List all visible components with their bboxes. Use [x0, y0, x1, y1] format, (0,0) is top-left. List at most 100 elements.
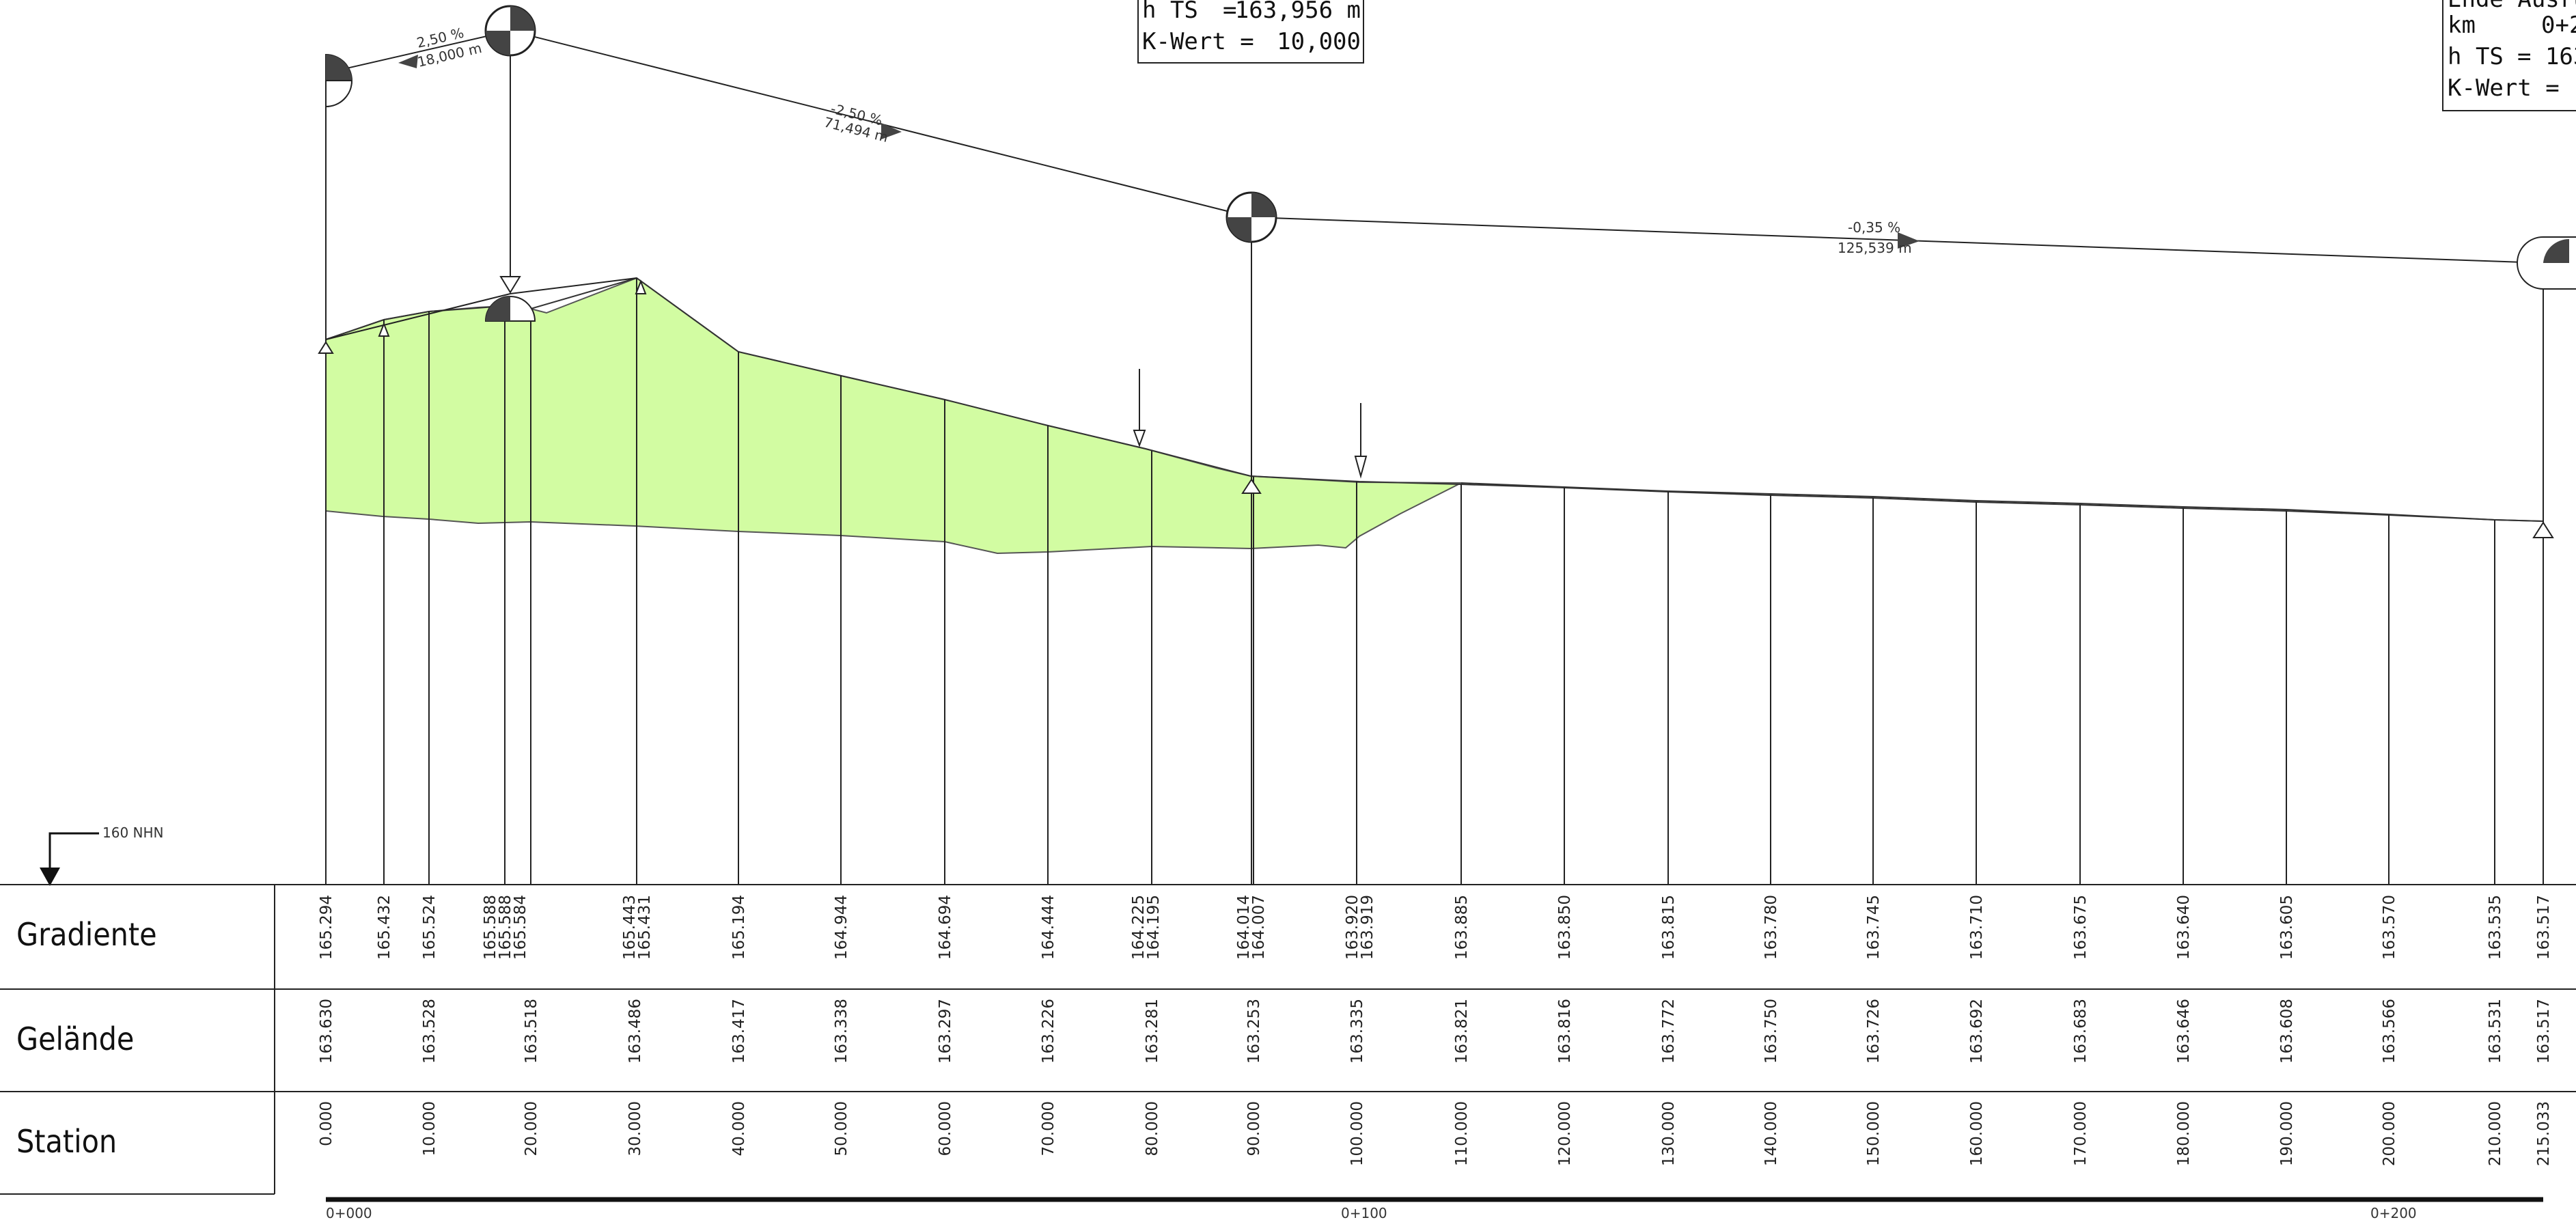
end-line1: Ende Ausrund.	[2448, 0, 2576, 13]
gradiente-value: 165.584	[512, 895, 529, 960]
gradiente-value: 163.605	[2278, 895, 2296, 960]
gradiente-value: 163.640	[2175, 895, 2193, 960]
gradiente-value: 165.524	[421, 895, 439, 960]
station-value: 215.033	[2535, 1101, 2553, 1166]
end-marker	[2517, 236, 2576, 290]
hts-eq: =	[1223, 0, 1236, 24]
station-value: 100.000	[1348, 1101, 1366, 1166]
gelaende-value: 163.726	[1865, 999, 1883, 1064]
station-value: 20.000	[523, 1101, 540, 1156]
gradiente-values: 165.294 165.432 165.524 165.588165.588165.5…	[318, 895, 2553, 960]
station-value: 70.000	[1040, 1101, 1057, 1156]
hts-label-right: h TS	[2448, 43, 2504, 70]
gelaende-value: 163.816	[1556, 999, 1574, 1064]
gradiente-value: 164.195	[1145, 895, 1163, 960]
gradiente-value: 163.919	[1359, 895, 1376, 960]
tangent-line-lower	[325, 277, 637, 340]
row-title-station: Station	[16, 1123, 117, 1160]
triangle-end	[2532, 521, 2554, 538]
station-value: 30.000	[626, 1101, 644, 1156]
triangle-80	[1133, 430, 1146, 447]
triangle-pvi1	[499, 276, 521, 294]
gradiente-value: 163.920	[1344, 895, 1361, 960]
station-value: 190.000	[2278, 1101, 2296, 1166]
info-box-right: Ende Ausrund. km 0+2 h TS = 163 K-Wert =	[2442, 0, 2576, 111]
tangent-line-upper	[325, 29, 2544, 264]
gelaende-value: 163.518	[523, 999, 540, 1064]
slope-3-value: -0,35 %	[1848, 219, 1900, 236]
gradiente-value: 165.588	[482, 895, 499, 960]
gelaende-value: 163.566	[2381, 999, 2398, 1064]
gradiente-value: 165.432	[376, 895, 393, 960]
gelaende-value: 163.517	[2535, 999, 2553, 1064]
station-value: 120.000	[1556, 1101, 1574, 1166]
gradiente-value: 164.225	[1130, 895, 1148, 960]
station-value: 60.000	[937, 1101, 954, 1156]
gelaende-value: 163.750	[1762, 999, 1780, 1064]
station-value: 130.000	[1660, 1101, 1678, 1166]
station-value: 40.000	[730, 1101, 748, 1156]
gradiente-value: 164.694	[937, 895, 954, 960]
station-value: 160.000	[1968, 1101, 1986, 1166]
slope-arrow-2	[881, 123, 902, 139]
station-value: 180.000	[2175, 1101, 2193, 1166]
triangle-a	[378, 322, 390, 337]
km-mark-100: 0+100	[1341, 1205, 1387, 1220]
km-label: km	[2448, 12, 2476, 39]
gradiente-value: 165.294	[318, 895, 335, 960]
hts-value-right: = 163	[2517, 43, 2576, 70]
gelaende-value: 163.226	[1040, 999, 1057, 1064]
pvi-marker-1	[484, 5, 536, 57]
gradiente-value: 163.517	[2535, 895, 2553, 960]
gelaende-value: 163.692	[1968, 999, 1986, 1064]
gelaende-value: 163.772	[1660, 999, 1678, 1064]
km-value: 0+2	[2541, 12, 2576, 39]
row-title-gradiente: Gradiente	[16, 916, 157, 953]
datum-marker: 160 NHN	[40, 824, 164, 886]
k-label: K-Wert =	[1142, 28, 1254, 55]
datum-label: 160 NHN	[102, 824, 164, 841]
gradiente-value: 163.885	[1453, 895, 1471, 960]
hts-label: h TS	[1142, 0, 1198, 24]
gelaende-values: 163.630 163.528 163.518 163.486 163.417 163.3…	[318, 999, 2553, 1064]
gelaende-value: 163.417	[730, 999, 748, 1064]
cut-fill-area	[325, 277, 1462, 555]
gelaende-value: 163.528	[421, 999, 439, 1064]
gradiente-value: 163.710	[1968, 895, 1986, 960]
gelaende-value: 163.608	[2278, 999, 2296, 1064]
gradiente-value: 163.780	[1762, 895, 1780, 960]
gradiente-value: 163.535	[2487, 895, 2504, 960]
station-value: 170.000	[2072, 1101, 2090, 1166]
gradiente-value: 163.745	[1865, 895, 1883, 960]
gelaende-value: 163.531	[2487, 999, 2504, 1064]
station-value: 50.000	[833, 1101, 850, 1156]
gradiente-value: 164.444	[1040, 895, 1057, 960]
triangle-b	[635, 279, 647, 294]
gradient-high-point-marker	[484, 296, 536, 322]
km-mark-200: 0+200	[2370, 1205, 2417, 1220]
gradiente-value: 163.570	[2381, 895, 2398, 960]
hts-value: 163,956 m	[1235, 0, 1361, 24]
gradiente-value: 165.588	[497, 895, 514, 960]
station-value: 10.000	[421, 1101, 439, 1156]
slope-arrow-1	[398, 55, 418, 68]
data-table: Gradiente Gelände Station	[0, 884, 2576, 1195]
gelaende-value: 163.253	[1245, 999, 1263, 1064]
gelaende-value: 163.821	[1453, 999, 1471, 1064]
gelaende-value: 163.630	[318, 999, 335, 1064]
slope-3-length: 125,539 m	[1838, 240, 1912, 256]
station-value: 140.000	[1762, 1101, 1780, 1166]
gradiente-value: 163.675	[2072, 895, 2090, 960]
gradiente-value: 163.815	[1660, 895, 1678, 960]
gradiente-value: 165.443	[621, 895, 639, 960]
gelaende-value: 163.297	[937, 999, 954, 1064]
pvi-marker-2	[1225, 191, 1277, 243]
gelaende-value: 163.486	[626, 999, 644, 1064]
station-value: 150.000	[1865, 1101, 1883, 1166]
triangle-90	[1241, 478, 1262, 494]
station-value: 0.000	[318, 1101, 335, 1146]
start-marker	[325, 53, 353, 108]
station-values: 0.000 10.000 20.000 30.000 40.000 50.000 60.00…	[318, 1101, 2553, 1166]
